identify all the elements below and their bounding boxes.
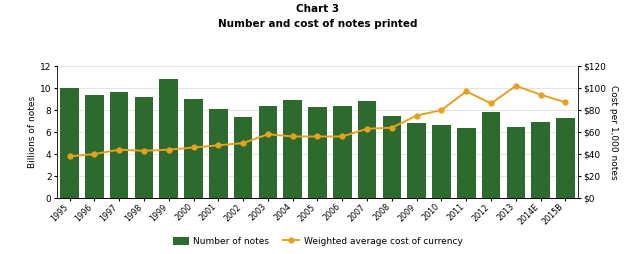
Bar [110, 92, 128, 198]
Bar [408, 123, 426, 198]
Bar [432, 125, 451, 198]
Weighted average cost of currency [239, 141, 247, 145]
Bar [85, 95, 104, 198]
Text: Number and cost of notes printed: Number and cost of notes printed [218, 19, 417, 29]
Weighted average cost of currency [388, 126, 396, 129]
Bar [135, 97, 153, 198]
Bar [184, 99, 203, 198]
Weighted average cost of currency [264, 133, 272, 136]
Weighted average cost of currency [512, 84, 519, 87]
Weighted average cost of currency [487, 102, 495, 105]
Weighted average cost of currency [165, 148, 173, 151]
Weighted average cost of currency [314, 135, 321, 138]
Bar [482, 112, 500, 198]
Weighted average cost of currency [363, 127, 371, 130]
Bar [60, 88, 79, 198]
Y-axis label: Billions of notes: Billions of notes [29, 96, 37, 168]
Bar [531, 122, 550, 198]
Weighted average cost of currency [215, 144, 222, 147]
Weighted average cost of currency [140, 149, 148, 152]
Bar [234, 117, 252, 198]
Bar [308, 107, 327, 198]
Weighted average cost of currency [413, 114, 420, 117]
Bar [358, 101, 377, 198]
Bar [258, 106, 277, 198]
Line: Weighted average cost of currency: Weighted average cost of currency [67, 83, 568, 159]
Bar [382, 116, 401, 198]
Weighted average cost of currency [462, 90, 470, 93]
Weighted average cost of currency [338, 135, 346, 138]
Weighted average cost of currency [66, 155, 74, 158]
Weighted average cost of currency [537, 93, 544, 96]
Weighted average cost of currency [190, 146, 197, 149]
Bar [209, 109, 227, 198]
Y-axis label: Cost per 1,000 notes: Cost per 1,000 notes [609, 85, 618, 179]
Bar [556, 118, 575, 198]
Legend: Number of notes, Weighted average cost of currency: Number of notes, Weighted average cost o… [169, 233, 466, 249]
Text: Chart 3: Chart 3 [296, 4, 339, 14]
Bar [283, 100, 302, 198]
Weighted average cost of currency [116, 148, 123, 151]
Weighted average cost of currency [91, 153, 98, 156]
Weighted average cost of currency [289, 135, 297, 138]
Bar [333, 106, 352, 198]
Bar [507, 126, 525, 198]
Bar [159, 79, 178, 198]
Bar [457, 128, 476, 198]
Weighted average cost of currency [561, 101, 569, 104]
Weighted average cost of currency [438, 108, 445, 112]
